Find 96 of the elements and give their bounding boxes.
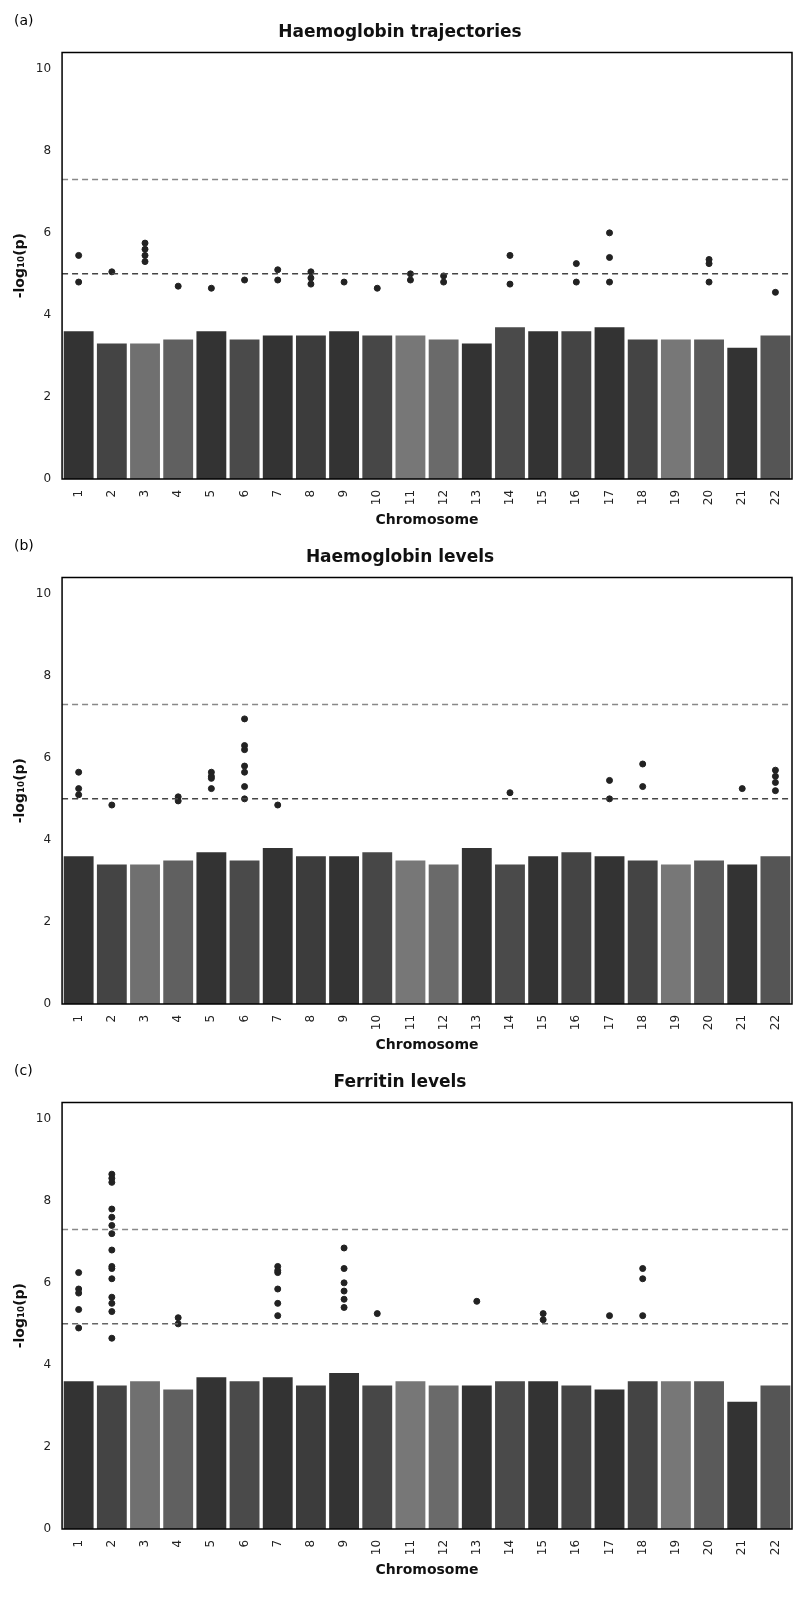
x-tick-label: 9	[336, 1539, 351, 1548]
y-axis-title: -log₁₀(p)	[11, 1282, 28, 1349]
x-tick-label: 20	[701, 1014, 716, 1031]
x-tick-label: 7	[269, 489, 284, 498]
x-tick-label: 20	[701, 489, 716, 506]
x-tick-label: 15	[535, 1539, 550, 1556]
x-tick-label: 15	[535, 489, 550, 506]
x-tick-label: 22	[767, 1539, 782, 1556]
x-tick-label: 18	[634, 1539, 649, 1556]
x-tick-label: 10	[369, 1014, 384, 1031]
x-tick-label: 22	[767, 1014, 782, 1031]
x-axis-title: Chromosome	[375, 1561, 479, 1578]
y-tick-label: 2	[43, 1439, 52, 1454]
x-tick-label: 4	[170, 1539, 185, 1548]
x-tick-label: 16	[568, 489, 583, 506]
x-axis-title: Chromosome	[375, 1036, 479, 1053]
x-tick-label: 4	[170, 1014, 185, 1023]
y-tick-label: 10	[35, 1110, 52, 1125]
y-tick-label: 8	[43, 667, 52, 682]
x-tick-label: 10	[369, 489, 384, 506]
x-tick-label: 1	[70, 1539, 85, 1548]
x-tick-label: 4	[170, 489, 185, 498]
y-axis-title: -log₁₀(p)	[11, 757, 28, 824]
y-tick-label: 2	[43, 914, 52, 929]
x-tick-label: 11	[402, 489, 417, 506]
y-tick-label: 0	[43, 996, 52, 1011]
y-tick-label: 0	[43, 471, 52, 486]
y-tick-label: 6	[43, 749, 52, 764]
x-tick-label: 17	[601, 1014, 616, 1031]
y-tick-label: 10	[35, 60, 52, 75]
x-tick-label: 19	[668, 489, 682, 506]
y-tick-label: 4	[43, 307, 52, 322]
x-axis-title: Chromosome	[375, 511, 479, 528]
x-tick-label: 5	[203, 1014, 218, 1023]
x-tick-label: 16	[568, 1539, 583, 1556]
text: (b)	[14, 536, 34, 553]
x-tick-label: 5	[203, 489, 218, 498]
x-tick-label: 2	[103, 1539, 118, 1548]
x-tick-label: 6	[236, 1014, 251, 1023]
x-tick-label: 12	[435, 1014, 450, 1031]
x-tick-label: 2	[103, 489, 118, 498]
x-tick-label: 15	[535, 1014, 550, 1031]
x-tick-label: 21	[734, 1014, 749, 1031]
x-tick-label: 14	[502, 1539, 517, 1556]
x-tick-label: 1	[70, 489, 85, 498]
y-tick-label: 4	[43, 1357, 52, 1372]
x-tick-label: 3	[137, 1014, 152, 1023]
y-axis-title: -log₁₀(p)	[11, 232, 28, 299]
x-tick-label: 12	[435, 489, 450, 506]
x-tick-label: 11	[402, 1014, 417, 1031]
x-tick-label: 16	[568, 1014, 583, 1031]
x-tick-label: 9	[336, 489, 351, 498]
x-tick-label: 8	[303, 1539, 318, 1548]
x-tick-label: 14	[502, 489, 517, 506]
y-tick-label: 10	[35, 585, 52, 600]
y-tick-label: 0	[43, 1521, 52, 1536]
chart-title: Haemoglobin levels	[305, 545, 495, 566]
x-tick-label: 8	[303, 489, 318, 498]
x-tick-label: 12	[435, 1539, 450, 1556]
x-tick-label: 6	[236, 489, 251, 498]
x-tick-label: 11	[402, 1539, 417, 1556]
chart-title: Ferritin levels	[333, 1070, 467, 1091]
y-tick-label: 2	[43, 389, 52, 404]
x-tick-label: 20	[701, 1539, 716, 1556]
text: (c)	[14, 1061, 33, 1078]
x-tick-label: 21	[734, 1539, 749, 1556]
x-tick-label: 17	[601, 489, 616, 506]
x-tick-label: 2	[103, 1014, 118, 1023]
x-tick-label: 5	[203, 1539, 218, 1548]
x-tick-label: 3	[137, 489, 152, 498]
x-tick-label: 6	[236, 1539, 251, 1548]
x-tick-label: 13	[468, 1014, 483, 1031]
x-tick-label: 19	[668, 1539, 682, 1556]
y-tick-label: 6	[43, 1274, 52, 1289]
x-tick-label: 14	[502, 1014, 517, 1031]
x-tick-label: 22	[767, 489, 782, 506]
y-tick-label: 8	[43, 142, 52, 157]
x-tick-label: 19	[668, 1014, 682, 1031]
x-tick-label: 9	[336, 1014, 351, 1023]
x-tick-label: 21	[734, 489, 749, 506]
chart-title: Haemoglobin trajectories	[278, 20, 522, 41]
x-tick-label: 1	[70, 1014, 85, 1023]
x-tick-label: 7	[269, 1014, 284, 1023]
x-tick-label: 13	[468, 1539, 483, 1556]
x-tick-label: 18	[634, 489, 649, 506]
x-tick-label: 13	[468, 489, 483, 506]
x-tick-label: 10	[369, 1539, 384, 1556]
text: (a)	[14, 11, 34, 28]
y-tick-label: 6	[43, 224, 52, 239]
x-tick-label: 17	[601, 1539, 616, 1556]
x-tick-label: 8	[303, 1014, 318, 1023]
x-tick-label: 3	[137, 1539, 152, 1548]
y-tick-label: 8	[43, 1192, 52, 1207]
y-tick-label: 4	[43, 832, 52, 847]
x-tick-label: 7	[269, 1539, 284, 1548]
x-tick-label: 18	[634, 1014, 649, 1031]
